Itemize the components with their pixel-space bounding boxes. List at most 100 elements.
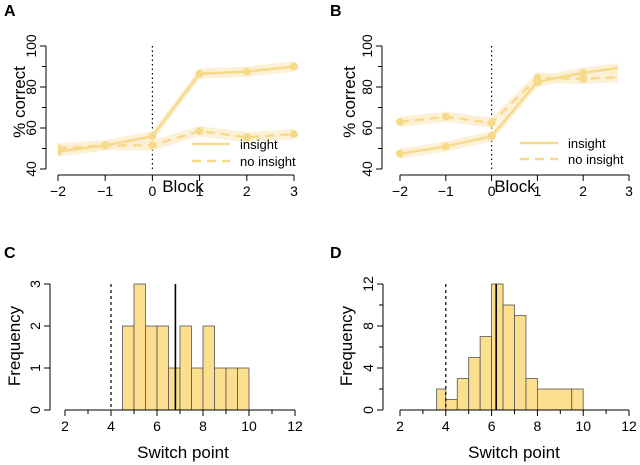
legend-label-insight: insight [568, 136, 606, 151]
panel-a-band-insight [58, 61, 294, 157]
panel-a-band-no-insight [58, 125, 294, 154]
panel-a-x-tick-label: 3 [290, 183, 298, 199]
panel-c-x-tick-label: 10 [241, 418, 257, 434]
legend-label-no-insight: no insight [568, 152, 624, 167]
panel-b-xlabel: Block [494, 177, 536, 196]
panel-c-bar [133, 283, 146, 411]
panel-a-xlabel: Block [162, 177, 204, 196]
panel-d-x-tick-label: 8 [534, 418, 542, 434]
panel-c-y-tick-label: 1 [27, 364, 43, 372]
panel-d-bar [445, 399, 458, 411]
panel-a-series-insight [58, 65, 295, 153]
panel-letter-b: B [330, 3, 342, 20]
panel-a-y-tick-label: 40 [23, 161, 39, 177]
panel-a-x-tick-label: 2 [243, 183, 251, 199]
panel-d-plot [436, 283, 584, 411]
panel-c-bar [145, 325, 158, 411]
panel-c-bar [168, 367, 181, 411]
panel-c-y-tick-label: 0 [27, 406, 43, 414]
panel-d-x-tick-label: 6 [488, 418, 496, 434]
panel-a-x-tick-label: 0 [149, 183, 157, 199]
panel-d-xlabel: Switch point [468, 443, 560, 462]
panel-b-point-insight [625, 63, 633, 71]
panel-b-point-no-insight [441, 112, 450, 121]
panel-d-x-tick-label: 2 [396, 418, 404, 434]
panel-c-y-tick-label: 2 [27, 322, 43, 330]
panel-d-ylabel: Frequency [337, 305, 356, 386]
panel-d-axes: 2 4 6 8 10 12 0 4 8 12 [360, 276, 637, 434]
panel-a-y-tick-label: 80 [23, 79, 39, 95]
panel-a-point-insight [242, 67, 251, 76]
panel-d-x-tick-label: 4 [442, 418, 450, 434]
panel-d-bar [525, 378, 538, 411]
panel-b-series-no-insight [399, 76, 618, 125]
panel-b-x-tick-label: 3 [625, 183, 633, 199]
panel-c-bar [191, 367, 204, 411]
panel-a-plot [58, 46, 298, 169]
panel-d-bar [502, 304, 515, 411]
panel-a-ylabel: % correct [10, 66, 29, 138]
panel-b-axes: −2 −1 0 1 2 3 40 60 80 100 [359, 34, 633, 199]
panel-c-bar [237, 367, 250, 411]
panel-c-x-tick-label: 8 [199, 418, 207, 434]
panel-d-y-tick-label: 0 [360, 406, 376, 414]
panel-d-bar [491, 283, 504, 411]
panel-a-point-no-insight [242, 133, 251, 142]
panel-a-y-tick-label: 60 [23, 120, 39, 136]
panel-a: A Block % correct −2 −1 0 1 2 3 40 60 80 100 insi… [4, 3, 298, 199]
panel-a-series-no-insight [58, 129, 295, 150]
panel-c-bar [156, 325, 169, 411]
panel-c-x-tick-label: 12 [287, 418, 303, 434]
panel-b: B Block % correct −2 −1 0 1 2 3 40 60 80 100 insi… [330, 3, 633, 199]
panel-b-point-no-insight [625, 73, 633, 81]
panel-a-x-tick-label: −2 [50, 183, 66, 199]
panel-d-y-tick-label: 8 [360, 322, 376, 330]
panel-c-y-tick-label: 3 [27, 280, 43, 288]
legend-label-no-insight: no insight [240, 154, 296, 169]
panel-a-y-tick-label: 100 [23, 34, 39, 58]
panel-b-point-insight [396, 149, 404, 158]
panel-c-bar [214, 367, 227, 411]
panel-b-band-no-insight [400, 72, 618, 128]
panel-b-y-tick-label: 60 [359, 120, 375, 136]
panel-letter-c: C [4, 245, 16, 262]
panel-a-axes: −2 −1 0 1 2 3 40 60 80 100 [23, 34, 298, 199]
panel-d-bar [571, 388, 584, 411]
panel-b-x-tick-label: 2 [579, 183, 587, 199]
panel-b-x-tick-label: −1 [438, 183, 454, 199]
panel-b-point-insight [579, 68, 588, 77]
panel-c-ylabel: Frequency [5, 305, 24, 386]
panel-d-bar [537, 388, 573, 411]
panel-a-point-no-insight [58, 144, 62, 153]
panel-d-bar [436, 388, 447, 411]
panel-c-bar [202, 325, 215, 411]
panel-b-x-tick-label: 0 [488, 183, 496, 199]
panel-b-point-no-insight [487, 118, 496, 127]
panel-c-x-tick-label: 4 [107, 418, 115, 434]
panel-b-y-tick-label: 80 [359, 79, 375, 95]
panel-b-series-insight [399, 66, 618, 155]
panel-c-x-tick-label: 2 [61, 418, 69, 434]
panel-c-bar [225, 367, 238, 411]
panel-d: D Switch point Frequency 2 4 6 8 10 12 0 4 8 12 [330, 245, 637, 462]
panel-d-y-tick-label: 4 [360, 364, 376, 372]
panel-b-ylabel: % correct [340, 66, 359, 138]
panel-d-bar [468, 357, 481, 411]
panel-d-y-tick-label: 12 [360, 276, 376, 292]
panel-a-point-no-insight [195, 127, 204, 136]
panel-b-point-no-insight [533, 73, 542, 82]
panel-a-point-insight [290, 62, 298, 71]
panel-a-x-tick-label: −1 [97, 183, 113, 199]
panel-b-plot [396, 46, 633, 169]
panel-c-plot [110, 283, 250, 411]
panel-b-point-insight [487, 132, 496, 141]
legend-label-insight: insight [240, 137, 278, 152]
panel-b-x-tick-label: 1 [534, 183, 542, 199]
panel-b-point-no-insight [579, 74, 588, 83]
panel-c-bar [122, 325, 135, 411]
panel-d-bar [479, 336, 492, 411]
panel-a-point-no-insight [290, 130, 298, 139]
panel-letter-d: D [330, 245, 342, 262]
